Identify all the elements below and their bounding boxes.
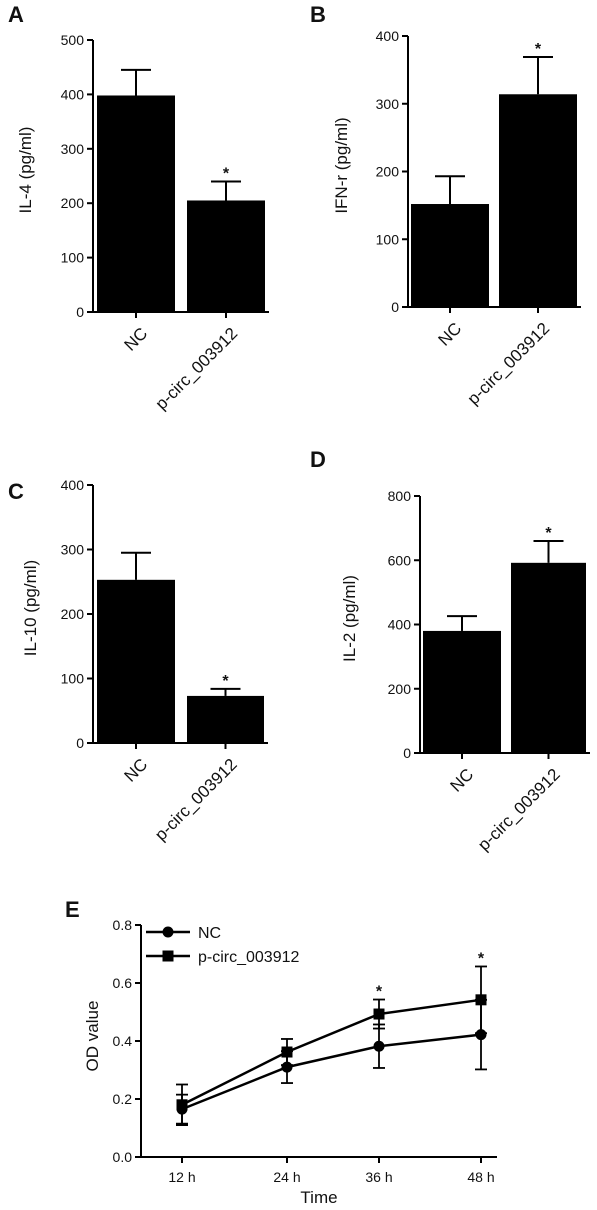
panel-b-y-tick-label: 100 bbox=[376, 231, 400, 247]
panel-e-point bbox=[475, 1029, 487, 1041]
panel-a-y-tick-label: 100 bbox=[61, 250, 85, 266]
panel-a-y-tick-label: 500 bbox=[61, 32, 85, 48]
panel-b-y-tick-label: 300 bbox=[376, 96, 400, 112]
panel-e-x-tick-label: 12 h bbox=[168, 1169, 195, 1185]
panel-a-y-tick-label: 300 bbox=[61, 141, 85, 157]
panel-a-y-tick-label: 200 bbox=[61, 195, 85, 211]
panel-e-x-tick-label: 48 h bbox=[467, 1169, 494, 1185]
panel-e-legend-label: NC bbox=[198, 925, 221, 942]
panel-c-y-tick-label: 400 bbox=[61, 477, 85, 493]
panel-e-significance-mark: * bbox=[478, 950, 485, 967]
panel-e-point bbox=[373, 1040, 385, 1052]
panel-a-bar bbox=[187, 200, 265, 312]
panel-b-category-label: p-circ_003912 bbox=[464, 319, 554, 409]
panel-a-letter: A bbox=[8, 2, 24, 27]
panel-e-letter: E bbox=[65, 897, 80, 922]
panel-e-point bbox=[176, 1099, 188, 1111]
panel-d-category-label: p-circ_003912 bbox=[474, 765, 564, 855]
panel-e-point bbox=[373, 1008, 385, 1020]
panel-d-bar bbox=[423, 630, 501, 753]
panel-e-legend-label: p-circ_003912 bbox=[198, 949, 300, 966]
panel-e-legend-marker bbox=[162, 926, 174, 938]
panel-b-significance-mark: * bbox=[535, 41, 542, 58]
panel-e-x-tick-label: 36 h bbox=[365, 1169, 392, 1185]
panel-b-y-axis-label: IFN-r (pg/ml) bbox=[332, 117, 351, 213]
panel-d-y-tick-label: 0 bbox=[403, 745, 411, 761]
panel-c-letter: C bbox=[8, 479, 24, 504]
panel-c-y-tick-label: 300 bbox=[61, 542, 85, 558]
panel-a-category-label: p-circ_003912 bbox=[152, 324, 242, 414]
panel-b-bar bbox=[411, 204, 489, 307]
panel-e-x-tick-label: 24 h bbox=[273, 1169, 300, 1185]
panel-e-y-tick-label: 0.2 bbox=[113, 1091, 133, 1107]
panel-d-category-label: NC bbox=[447, 765, 478, 796]
panel-b-y-tick-label: 200 bbox=[376, 164, 400, 180]
panel-b-letter: B bbox=[310, 2, 326, 27]
panel-e-point bbox=[281, 1046, 293, 1058]
panel-e-series-line bbox=[181, 1033, 482, 1111]
panel-c-y-tick-label: 100 bbox=[61, 671, 85, 687]
panel-a-y-tick-label: 400 bbox=[61, 86, 85, 102]
panel-b-y-tick-label: 400 bbox=[376, 28, 400, 44]
panel-d-y-axis-label: IL-2 (pg/ml) bbox=[340, 575, 359, 662]
panel-b-bar bbox=[499, 94, 577, 307]
panel-d-y-tick-label: 600 bbox=[388, 552, 412, 568]
panel-e-y-tick-label: 0.6 bbox=[113, 975, 133, 991]
panel-a-y-tick-label: 0 bbox=[76, 304, 84, 320]
panel-e-y-tick-label: 0.4 bbox=[113, 1033, 133, 1049]
panel-e-y-tick-label: 0.8 bbox=[113, 917, 133, 933]
panel-e-series-line bbox=[181, 998, 482, 1106]
panel-d-letter: D bbox=[310, 447, 326, 472]
panel-c-y-tick-label: 0 bbox=[76, 735, 84, 751]
panel-d-y-tick-label: 400 bbox=[388, 617, 412, 633]
panel-c-bar bbox=[97, 579, 175, 743]
panel-e-significance-mark: * bbox=[376, 984, 383, 1001]
panel-e-y-tick-label: 0.0 bbox=[113, 1149, 133, 1165]
panel-c-y-tick-label: 200 bbox=[61, 606, 85, 622]
panel-a-bar bbox=[97, 95, 175, 312]
panel-d-y-tick-label: 200 bbox=[388, 681, 412, 697]
panel-d-significance-mark: * bbox=[545, 525, 552, 542]
panel-e-legend-marker bbox=[162, 950, 174, 962]
panel-c-significance-mark: * bbox=[222, 673, 229, 690]
panel-c-category-label: NC bbox=[121, 755, 152, 786]
panel-b-y-tick-label: 0 bbox=[391, 299, 399, 315]
panel-a-significance-mark: * bbox=[223, 165, 230, 182]
panel-e-x-axis-label: Time bbox=[300, 1188, 337, 1207]
panel-b-category-label: NC bbox=[435, 319, 466, 350]
panel-e-y-axis-label: OD value bbox=[83, 1001, 102, 1072]
panel-a-category-label: NC bbox=[121, 324, 152, 355]
panel-c-bar bbox=[187, 695, 264, 743]
panel-e-point bbox=[475, 994, 487, 1006]
panel-c-y-axis-label: IL-10 (pg/ml) bbox=[21, 560, 40, 656]
panel-d-bar bbox=[511, 562, 586, 753]
panel-d-y-tick-label: 800 bbox=[388, 488, 412, 504]
panel-c-category-label: p-circ_003912 bbox=[151, 755, 241, 845]
panel-a-y-axis-label: IL-4 (pg/ml) bbox=[16, 127, 35, 214]
